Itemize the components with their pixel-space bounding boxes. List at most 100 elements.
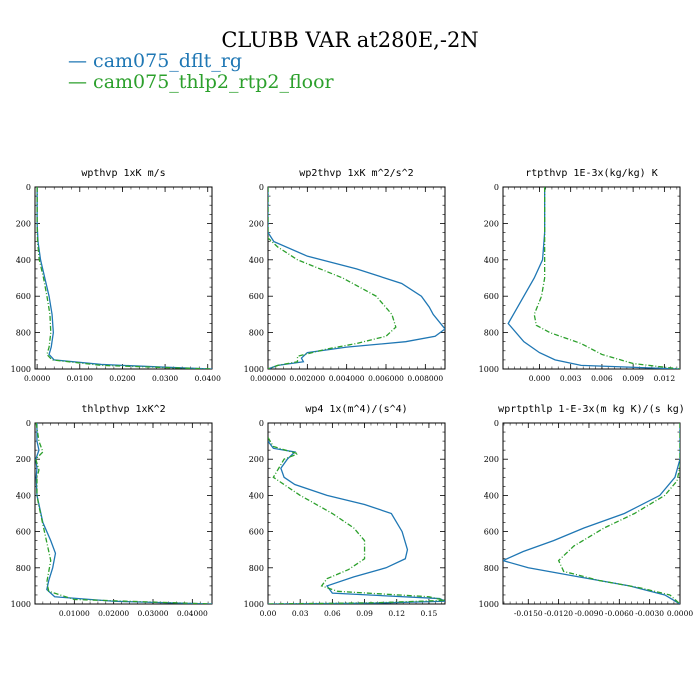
plot-frame [502,186,681,370]
x-tick-label: 0.000 [529,374,551,383]
x-tick-label: 0.03000 [137,609,168,618]
x-tick-label: 0.0000 [24,374,50,383]
x-tick-label: 0.008000 [407,374,443,383]
legend-entry-1: — cam075_dflt_rg [68,50,242,72]
chart-title: wprtpthlp 1-E-3x(m kg K)/(s kg) [498,404,685,415]
y-tick-label: 0 [494,183,499,192]
x-tick-label: -0.0090 [575,609,604,618]
x-tick-label: -0.0120 [544,609,573,618]
y-tick-label: 600 [484,528,499,537]
chart-title: thlpthvp 1xK^2 [81,404,165,415]
x-tick-label: 0.006 [591,374,613,383]
x-tick-label: 0.006000 [368,374,404,383]
x-tick-label: 0.000000 [250,374,286,383]
x-tick-label: 0.06 [324,609,341,618]
y-tick-label: 800 [249,564,264,573]
series-line-2 [35,423,212,604]
y-tick-label: 600 [484,292,499,301]
plot-frame [267,422,446,605]
plot-frame [34,422,213,605]
x-tick-label: 0.0100 [67,374,93,383]
chart-title: wp2thvp 1xK m^2/s^2 [299,168,413,179]
x-tick-label: 0.09 [356,609,373,618]
x-tick-label: 0.15 [421,609,438,618]
legend-label-1: cam075_dflt_rg [93,50,243,72]
y-tick-label: 200 [16,219,31,228]
chart-title: wp4 1x(m^4)/(s^4) [305,404,407,415]
x-tick-label: 0.0000 [667,609,693,618]
legend-line-2: — [68,71,94,93]
y-tick-label: 200 [249,219,264,228]
figure-title: CLUBB VAR at280E,-2N [221,28,479,52]
y-tick-label: 200 [484,455,499,464]
y-tick-label: 600 [16,292,31,301]
y-tick-label: 800 [16,329,31,338]
y-tick-label: 600 [249,292,264,301]
x-tick-label: 0.03 [292,609,309,618]
chart-title: rtpthvp 1E-3x(kg/kg) K [525,168,657,179]
x-tick-label: 0.004000 [329,374,365,383]
y-tick-label: 1000 [479,365,499,374]
x-tick-label: 0.003 [560,374,582,383]
y-tick-label: 1000 [479,600,499,609]
series-line-1 [503,423,680,604]
y-tick-label: 1000 [11,600,31,609]
y-tick-label: 400 [16,256,31,265]
series-line-1 [36,187,212,369]
series-line-1 [507,187,680,369]
y-tick-label: 400 [249,256,264,265]
x-tick-label: 0.012 [654,374,676,383]
x-tick-label: -0.0150 [514,609,543,618]
legend-label-2: cam075_thlp2_rtp2_floor [93,71,334,93]
legend-entry-2: — cam075_thlp2_rtp2_floor [68,71,334,93]
legend-line-1: — [68,50,94,72]
y-tick-label: 400 [249,491,264,500]
series-line-1 [268,187,445,369]
x-tick-label: 0.0400 [195,374,221,383]
series-line-2 [268,437,445,604]
series-line-1 [268,440,445,604]
chart-panel-2: wp2thvp 1xK m^2/s^2020040060080010000.00… [244,168,446,383]
x-tick-label: 0.0200 [109,374,135,383]
chart-panel-4: thlpthvp 1xK^2 0 200 400 600 800 1000 0.01000 0.… [11,404,213,618]
x-tick-label: -0.0030 [635,609,664,618]
y-tick-label: 0 [494,419,499,428]
y-tick-label: 800 [484,329,499,338]
y-tick-label: 1000 [11,365,31,374]
y-tick-label: 0 [259,183,264,192]
y-tick-label: 800 [16,564,31,573]
y-tick-label: 600 [249,528,264,537]
x-tick-label: -0.0060 [605,609,634,618]
x-tick-label: 0.009 [622,374,644,383]
plot-frame [34,186,213,370]
chart-panel-3: rtpthvp 1E-3x(kg/kg) K 0 200 400 600 800 1000 0… [479,168,681,383]
y-tick-label: 800 [249,329,264,338]
x-tick-label: 0.02000 [98,609,129,618]
x-tick-label: 0.04000 [177,609,208,618]
x-tick-label: 0.01000 [59,609,90,618]
y-tick-label: 200 [484,219,499,228]
y-tick-label: 0 [26,419,31,428]
series-line-2 [533,187,680,369]
plot-frame [502,422,681,605]
y-tick-label: 1000 [244,365,264,374]
y-tick-label: 0 [26,183,31,192]
plot-frame [267,186,446,370]
x-tick-label: 0.00 [260,609,277,618]
y-tick-label: 400 [16,491,31,500]
x-tick-label: 0.0300 [152,374,178,383]
y-tick-label: 400 [484,256,499,265]
y-tick-label: 200 [16,455,31,464]
y-tick-label: 1000 [244,600,264,609]
series-line-2 [268,187,397,369]
y-tick-label: 0 [259,419,264,428]
x-tick-label: 0.002000 [289,374,325,383]
y-tick-label: 200 [249,455,264,464]
y-tick-label: 400 [484,491,499,500]
x-tick-label: 0.12 [388,609,405,618]
series-line-2 [557,423,680,604]
